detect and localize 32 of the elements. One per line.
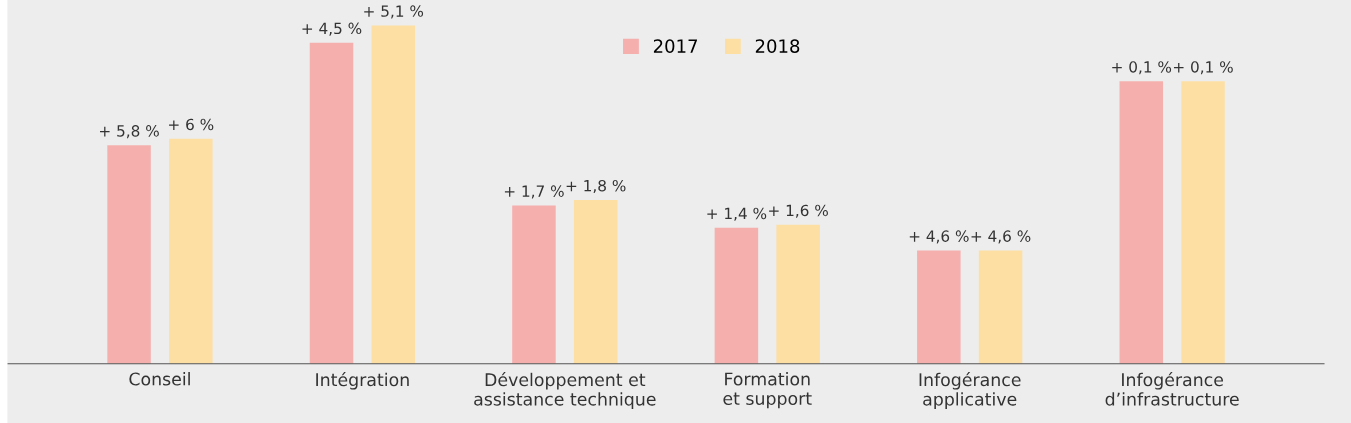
bar	[512, 205, 556, 364]
bar	[978, 250, 1023, 364]
legend-label: 2017	[653, 39, 698, 53]
bar	[1119, 81, 1164, 364]
legend-label: 2018	[755, 39, 800, 53]
annotation: + 4,6 %	[971, 230, 1031, 244]
annotation: + 1,7 %	[504, 185, 564, 199]
x-tick-label: Formation et support	[723, 372, 812, 409]
bar	[309, 42, 354, 364]
bar	[776, 224, 820, 364]
annotation: + 4,5 %	[302, 22, 362, 36]
annotation: + 1,6 %	[769, 204, 828, 218]
bar	[1181, 81, 1225, 364]
annotation: + 0,1 %	[1112, 61, 1172, 75]
annotation: + 6 %	[169, 118, 214, 131]
annotation: + 1,8 %	[566, 179, 626, 194]
bar	[917, 250, 961, 364]
annotation: + 5,8 %	[100, 125, 159, 139]
x-tick-label: Conseil	[129, 372, 190, 386]
annotation: + 4,6 %	[909, 230, 969, 244]
bar	[714, 227, 759, 364]
x-tick-label: Infogérance applicative	[919, 372, 1021, 410]
x-tick-label: Intégration	[316, 372, 409, 390]
bar	[169, 138, 213, 364]
bar	[371, 25, 416, 364]
annotation: + 1,4 %	[707, 207, 767, 221]
text: + 5,1 %	[364, 5, 424, 19]
bar	[107, 145, 151, 364]
x-tick-label: Infogérance d’infrastructure	[1105, 372, 1239, 406]
x-tick-label: Développement et assistance technique	[474, 372, 656, 410]
bar	[573, 199, 618, 364]
annotation: + 0,1 %	[1173, 61, 1233, 75]
